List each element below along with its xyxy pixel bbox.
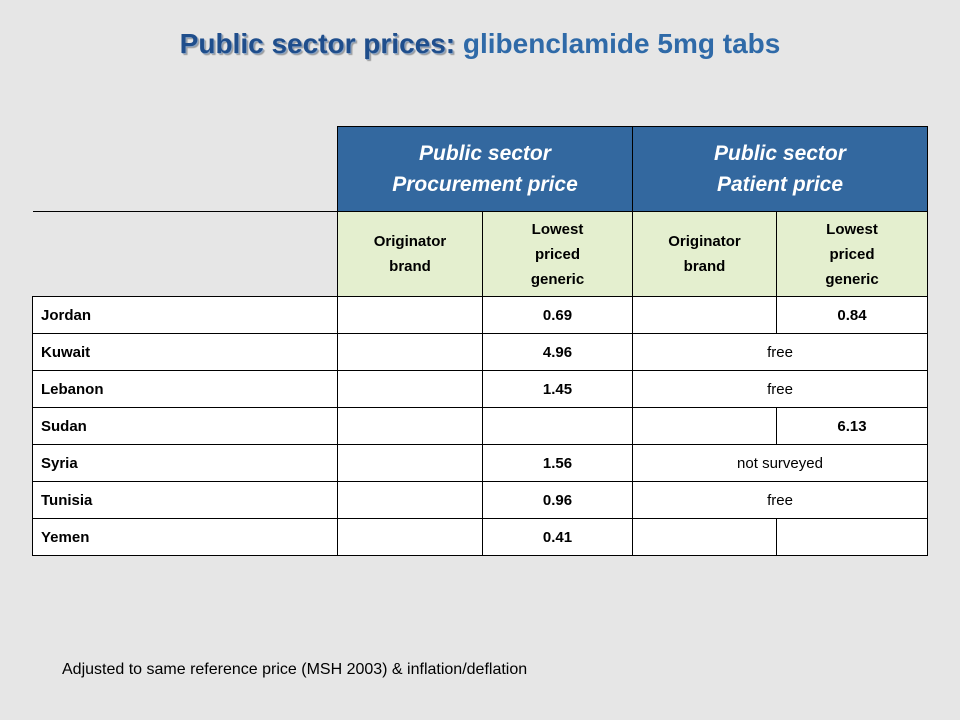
table-row: Syria 1.56 not surveyed [32, 444, 928, 482]
subheader-pat-originator: Originator brand [632, 211, 777, 297]
table-row: Kuwait 4.96 free [32, 333, 928, 371]
proc-brand-cell [337, 481, 483, 519]
proc-generic-cell: 0.69 [482, 296, 633, 334]
proc-brand-cell [337, 518, 483, 556]
country-cell: Yemen [32, 518, 338, 556]
table-row: Tunisia 0.96 free [32, 481, 928, 519]
proc-generic-cell: 1.56 [482, 444, 633, 482]
header-procurement-price: Public sector Procurement price [337, 126, 633, 212]
country-cell: Syria [32, 444, 338, 482]
header-patient-price: Public sector Patient price [632, 126, 928, 212]
subheader-proc-originator: Originator brand [337, 211, 483, 297]
table-row: Jordan 0.69 0.84 [32, 296, 928, 334]
subheader-text: brand [389, 258, 431, 275]
subheader-text: Lowest [531, 220, 584, 238]
title-rest: glibenclamide 5mg tabs [462, 28, 781, 59]
proc-brand-cell [337, 370, 483, 408]
table-row: Sudan 6.13 [32, 407, 928, 445]
table-row: Yemen 0.41 [32, 518, 928, 556]
proc-brand-cell [337, 296, 483, 334]
proc-brand-cell [337, 444, 483, 482]
corner-blank [32, 126, 338, 212]
pat-merged-cell: free [632, 333, 928, 371]
pat-brand-cell [632, 407, 777, 445]
table-row: Lebanon 1.45 free [32, 370, 928, 408]
country-cell: Jordan [32, 296, 338, 334]
group-header-row: Public sector Procurement price Public s… [32, 126, 928, 212]
header-procurement-line2: Procurement price [392, 173, 578, 196]
subheader-pat-generic: Lowest priced generic [776, 211, 928, 297]
proc-generic-cell: 4.96 [482, 333, 633, 371]
country-cell: Tunisia [32, 481, 338, 519]
subheader-proc-generic: Lowest priced generic [482, 211, 633, 297]
subheader-text: brand [683, 258, 726, 275]
country-cell: Lebanon [32, 370, 338, 408]
sub-header-row: Originator brand Lowest priced generic O… [32, 211, 928, 297]
subheader-text: generic [825, 270, 879, 288]
header-procurement-line1: Public sector [419, 142, 551, 165]
pat-brand-cell [632, 518, 777, 556]
proc-brand-cell [337, 333, 483, 371]
title-lead: Public sector prices: [179, 28, 456, 59]
header-patient-line2: Patient price [716, 173, 844, 196]
subheader-text: Originator [373, 233, 447, 250]
subheader-text: Originator [668, 233, 741, 250]
pat-merged-cell: free [632, 370, 928, 408]
pat-generic-cell: 0.84 [776, 296, 928, 334]
header-patient-line1: Public sector [714, 142, 846, 165]
slide-title: Public sector prices: glibenclamide 5mg … [0, 28, 960, 60]
pat-merged-cell: free [632, 481, 928, 519]
proc-brand-cell [337, 407, 483, 445]
country-cell: Kuwait [32, 333, 338, 371]
footnote: Adjusted to same reference price (MSH 20… [62, 661, 528, 678]
subheader-text: Lowest [826, 220, 878, 238]
pat-generic-cell [776, 518, 928, 556]
proc-generic-cell [482, 407, 633, 445]
pat-merged-cell: not surveyed [632, 444, 928, 482]
pat-brand-cell [632, 296, 777, 334]
corner-blank-2 [32, 211, 338, 297]
subheader-text: priced [829, 245, 875, 263]
proc-generic-cell: 0.41 [482, 518, 633, 556]
subheader-text: priced [534, 245, 580, 263]
price-table: Public sector Procurement price Public s… [32, 126, 928, 556]
subheader-text: generic [530, 270, 585, 288]
country-cell: Sudan [32, 407, 338, 445]
pat-generic-cell: 6.13 [776, 407, 928, 445]
proc-generic-cell: 1.45 [482, 370, 633, 408]
proc-generic-cell: 0.96 [482, 481, 633, 519]
